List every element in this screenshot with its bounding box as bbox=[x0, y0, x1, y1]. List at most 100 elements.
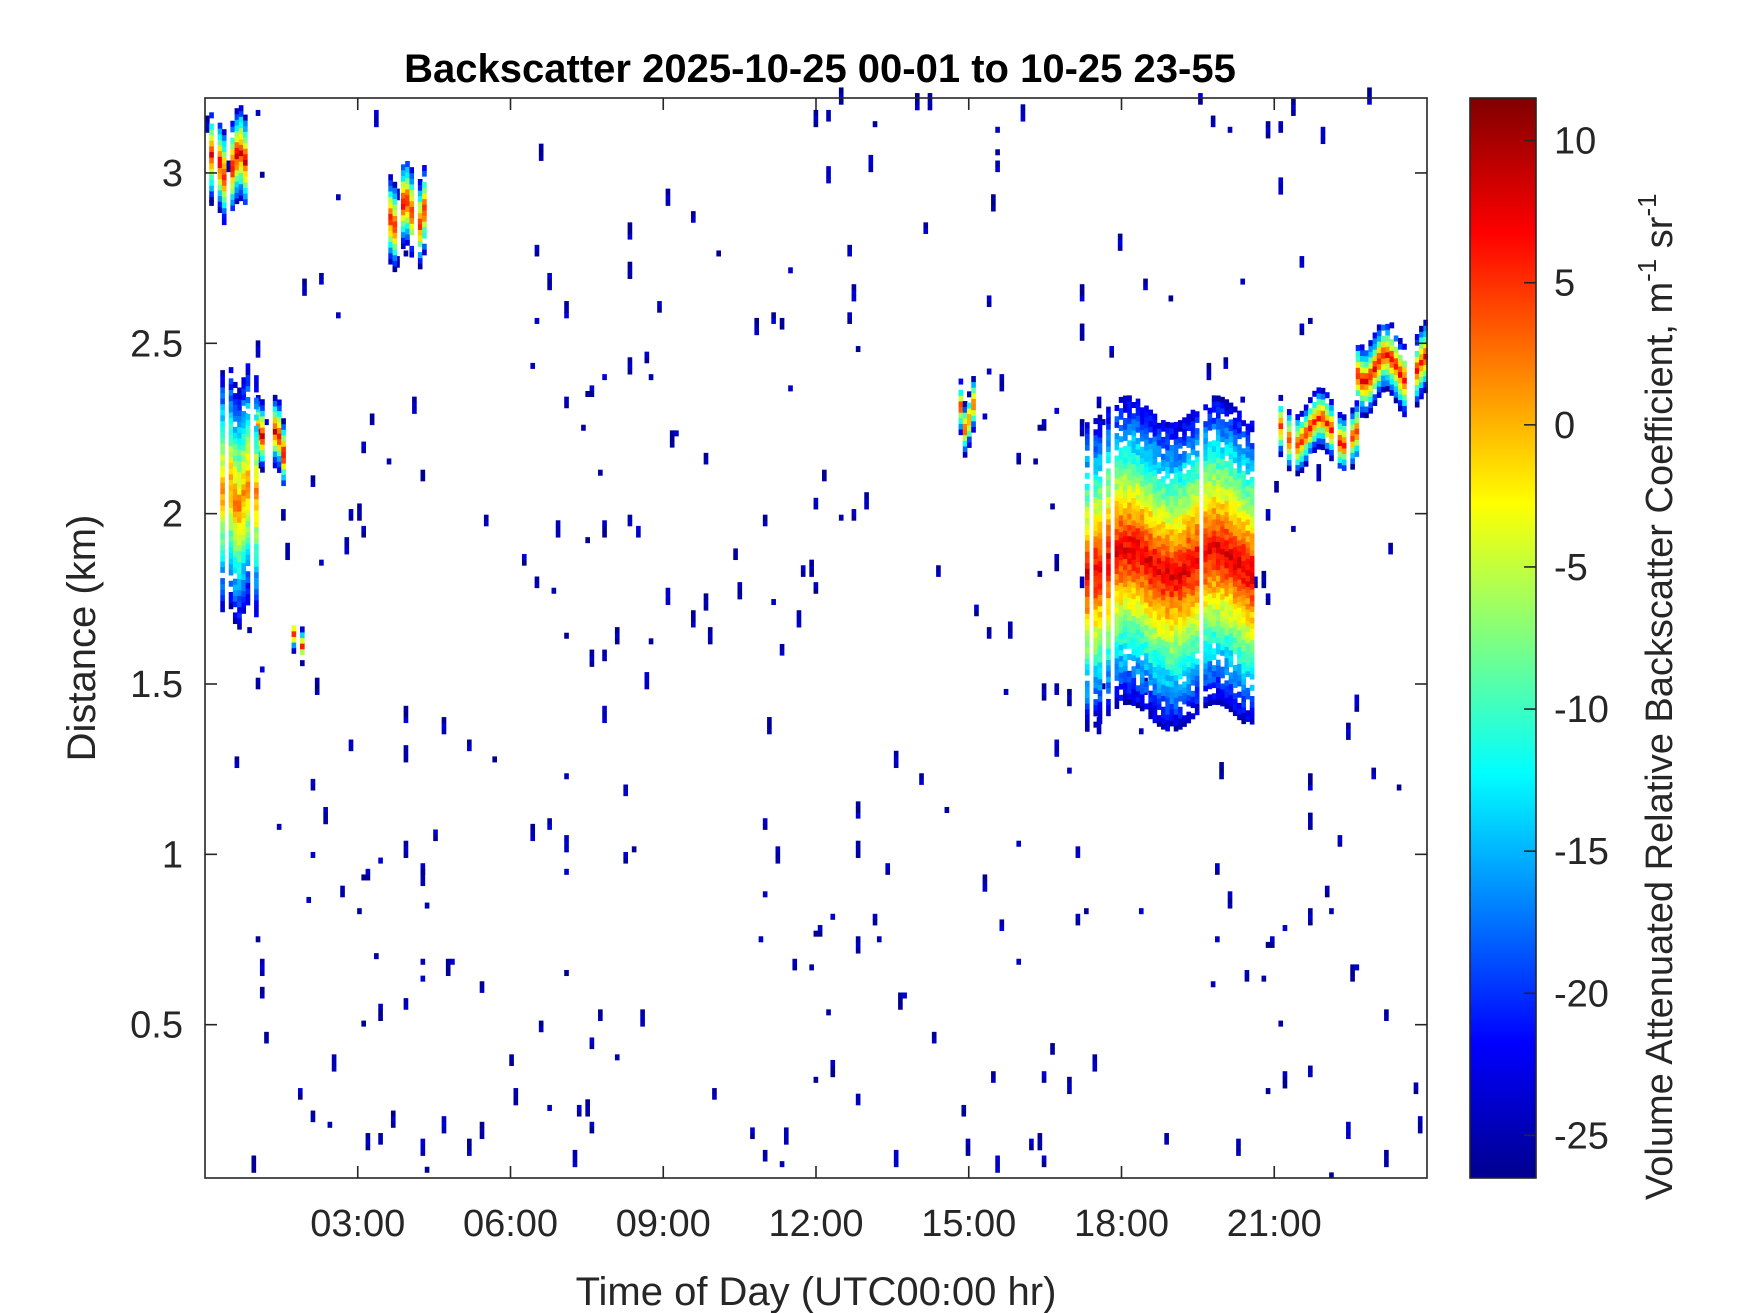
heatmap-cell bbox=[1381, 375, 1386, 382]
heatmap-cell bbox=[365, 1138, 371, 1145]
heatmap-cell bbox=[1131, 570, 1137, 577]
heatmap-cell bbox=[1131, 677, 1137, 684]
heatmap-cell bbox=[1156, 692, 1162, 699]
heatmap-cell bbox=[1156, 625, 1162, 632]
heatmap-cell bbox=[1402, 394, 1407, 401]
heatmap-cell bbox=[1186, 632, 1192, 640]
heatmap-cell bbox=[1249, 459, 1255, 466]
heatmap-cell bbox=[1161, 717, 1166, 725]
heatmap-cell bbox=[1161, 436, 1166, 443]
heatmap-cell bbox=[1237, 421, 1242, 428]
heatmap-cell bbox=[1084, 427, 1090, 434]
heatmap-cell bbox=[232, 618, 238, 625]
heatmap-cell bbox=[995, 166, 1000, 173]
heatmap-cell bbox=[254, 543, 259, 550]
heatmap-cell bbox=[1123, 586, 1128, 593]
heatmap-cell bbox=[1114, 601, 1120, 608]
heatmap-cell bbox=[826, 171, 831, 178]
heatmap-cell bbox=[1186, 689, 1192, 696]
heatmap-cell bbox=[1131, 615, 1137, 622]
heatmap-cell bbox=[627, 222, 633, 229]
heatmap-cell bbox=[1207, 525, 1213, 532]
heatmap-cell bbox=[1148, 522, 1154, 529]
heatmap-cell bbox=[958, 395, 964, 402]
heatmap-cell bbox=[1249, 454, 1255, 461]
heatmap-cell bbox=[1228, 447, 1234, 454]
heatmap-cell bbox=[1123, 401, 1128, 408]
heatmap-cell bbox=[1173, 483, 1179, 490]
heatmap-cell bbox=[1203, 578, 1208, 585]
heatmap-cell bbox=[1182, 614, 1187, 621]
heatmap-cell bbox=[707, 627, 713, 634]
heatmap-cell bbox=[991, 1076, 996, 1083]
heatmap-cell bbox=[1414, 384, 1420, 391]
heatmap-cell bbox=[1173, 438, 1179, 445]
heatmap-cell bbox=[1127, 547, 1132, 554]
heatmap-cell bbox=[1114, 669, 1120, 676]
heatmap-cell bbox=[217, 167, 223, 174]
heatmap-cell bbox=[1211, 417, 1217, 424]
heatmap-cell bbox=[1148, 583, 1154, 590]
heatmap-cell bbox=[914, 104, 920, 111]
heatmap-cell bbox=[944, 806, 950, 813]
heatmap-cell bbox=[589, 655, 595, 662]
heatmap-cell bbox=[1161, 616, 1166, 623]
heatmap-cell bbox=[1372, 399, 1378, 406]
heatmap-cell bbox=[1232, 434, 1238, 441]
heatmap-cell bbox=[1093, 569, 1099, 576]
heatmap-cell bbox=[1320, 387, 1326, 394]
heatmap-cell bbox=[1106, 507, 1111, 514]
heatmap-cell bbox=[1106, 580, 1111, 587]
heatmap-cell bbox=[1299, 461, 1305, 468]
heatmap-cell bbox=[1138, 728, 1144, 735]
heatmap-cell bbox=[1123, 468, 1128, 475]
heatmap-cell bbox=[237, 516, 242, 523]
heatmap-cell bbox=[1093, 603, 1099, 610]
heatmap-cell bbox=[627, 368, 633, 375]
heatmap-cell bbox=[1203, 556, 1208, 563]
heatmap-cell bbox=[1232, 473, 1238, 480]
heatmap-cell bbox=[232, 449, 238, 456]
heatmap-cell bbox=[1190, 499, 1196, 506]
heatmap-cell bbox=[893, 1161, 899, 1168]
heatmap-cell bbox=[1135, 460, 1141, 467]
heatmap-cell bbox=[1216, 682, 1221, 689]
heatmap-cell bbox=[1253, 582, 1258, 589]
heatmap-cell bbox=[241, 551, 247, 558]
heatmap-cell bbox=[665, 199, 671, 206]
heatmap-cell bbox=[1207, 649, 1213, 656]
heatmap-cell bbox=[1173, 523, 1179, 530]
heatmap-cell bbox=[1190, 555, 1196, 562]
heatmap-cell bbox=[1127, 552, 1132, 559]
heatmap-cell bbox=[417, 201, 423, 208]
heatmap-cell bbox=[1232, 704, 1238, 711]
heatmap-cell bbox=[589, 1037, 595, 1044]
heatmap-cell bbox=[221, 207, 227, 214]
heatmap-cell bbox=[388, 236, 393, 243]
heatmap-cell bbox=[1224, 697, 1230, 704]
heatmap-cell bbox=[1084, 579, 1090, 586]
heatmap-cell bbox=[555, 520, 561, 527]
heatmap-cell bbox=[1211, 496, 1217, 503]
heatmap-cell bbox=[1165, 517, 1170, 524]
heatmap-cell bbox=[564, 835, 569, 842]
heatmap-cell bbox=[1123, 479, 1128, 486]
heatmap-cell bbox=[1144, 591, 1149, 598]
heatmap-cell bbox=[1194, 523, 1200, 530]
heatmap-cell bbox=[1359, 383, 1365, 390]
heatmap-cell bbox=[1224, 522, 1230, 529]
heatmap-cell bbox=[1161, 661, 1166, 668]
heatmap-cell bbox=[234, 762, 240, 769]
heatmap-cell bbox=[237, 454, 242, 461]
heatmap-cell bbox=[771, 598, 776, 606]
heatmap-cell bbox=[1211, 524, 1217, 531]
heatmap-cell bbox=[962, 451, 968, 458]
heatmap-cell bbox=[1237, 466, 1242, 473]
heatmap-cell bbox=[232, 483, 238, 490]
heatmap-cell bbox=[1215, 868, 1220, 875]
heatmap-cell bbox=[1324, 403, 1330, 410]
heatmap-cell bbox=[1169, 686, 1175, 693]
heatmap-cell bbox=[272, 462, 278, 469]
heatmap-cell bbox=[1355, 350, 1361, 357]
heatmap-cell bbox=[1216, 530, 1221, 537]
